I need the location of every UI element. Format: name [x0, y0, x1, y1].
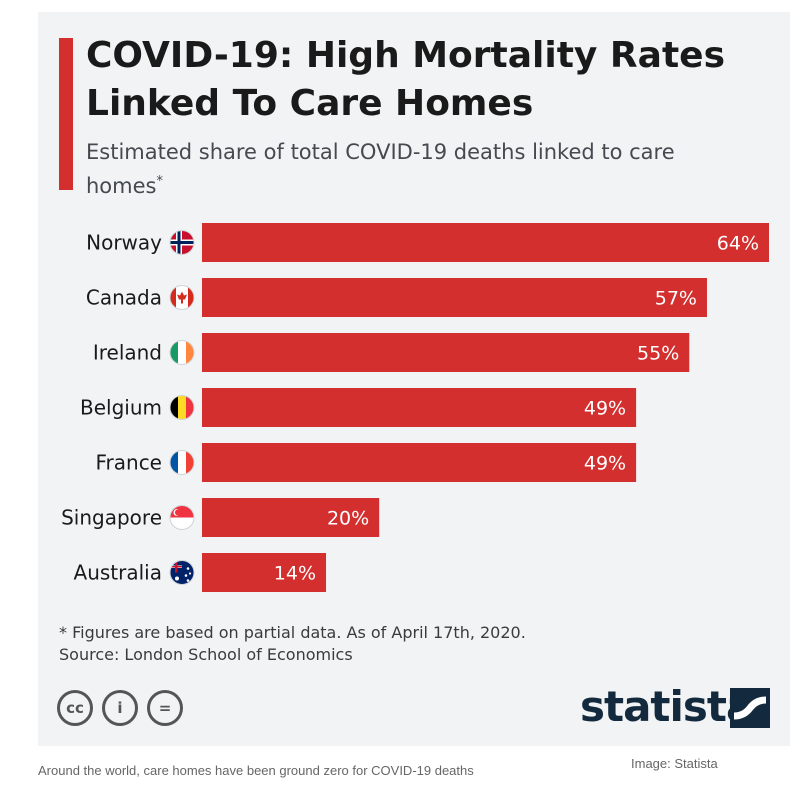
value-label-ireland: 55% [637, 343, 679, 365]
footnote-note: * Figures are based on partial data. As … [59, 623, 526, 642]
infographic-card: COVID-19: High Mortality Rates Linked To… [38, 12, 790, 746]
subtitle-footnote-marker: * [156, 174, 163, 189]
norway-flag-icon [169, 230, 195, 255]
belgium-flag-icon [169, 395, 195, 420]
australia-flag-icon [169, 560, 195, 585]
cc-icon: cc [57, 690, 93, 726]
bar-australia [202, 553, 327, 592]
no-derivatives-icon: = [147, 690, 183, 726]
footnote: * Figures are based on partial data. As … [59, 622, 526, 666]
value-label-belgium: 49% [584, 398, 626, 420]
value-label-norway: 64% [717, 233, 759, 255]
france-flag-icon [169, 450, 195, 475]
bar-canada [202, 278, 707, 317]
bar-france [202, 443, 637, 482]
category-label-australia: Australia [74, 561, 162, 585]
image-caption: Around the world, care homes have been g… [38, 763, 474, 778]
attribution-icon: i [102, 690, 138, 726]
bar-belgium [202, 388, 637, 427]
value-label-singapore: 20% [327, 508, 369, 530]
title-accent-bar [59, 38, 73, 190]
category-label-france: France [95, 451, 162, 475]
bar-ireland [202, 333, 690, 372]
statista-mark-icon [730, 688, 770, 728]
subtitle-text: Estimated share of total COVID-19 deaths… [86, 140, 675, 198]
category-label-canada: Canada [86, 286, 162, 310]
image-credit: Image: Statista [631, 756, 718, 771]
bar-norway [202, 223, 769, 262]
value-label-australia: 14% [274, 563, 316, 585]
category-label-belgium: Belgium [80, 396, 162, 420]
canada-flag-icon [169, 285, 195, 310]
chart-title: COVID-19: High Mortality Rates Linked To… [86, 35, 725, 124]
chart-subtitle: Estimated share of total COVID-19 deaths… [86, 138, 686, 201]
statista-logo: statista [580, 682, 754, 731]
category-label-norway: Norway [86, 231, 162, 255]
value-label-canada: 57% [655, 288, 697, 310]
footnote-source: Source: London School of Economics [59, 645, 353, 664]
value-label-france: 49% [584, 453, 626, 475]
bar-singapore [202, 498, 380, 537]
category-label-ireland: Ireland [93, 341, 162, 365]
singapore-flag-icon [169, 505, 195, 530]
category-label-singapore: Singapore [61, 506, 162, 530]
ireland-flag-icon [169, 340, 195, 365]
bar-chart: Norway 64% Canada 57% Ireland 55% Belgium 49% Fr… [61, 223, 769, 592]
